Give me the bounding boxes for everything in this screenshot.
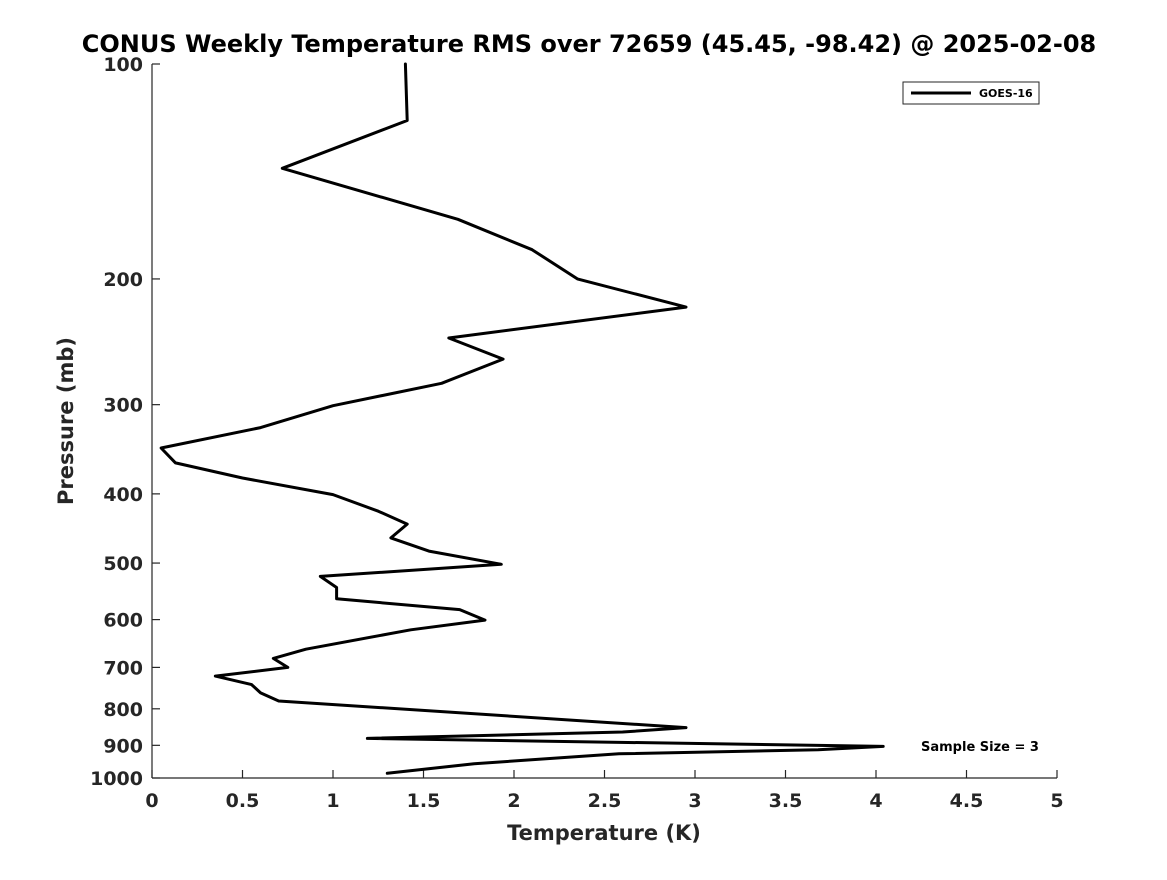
x-tick-label: 1.5 <box>407 790 441 812</box>
x-tick-label: 4 <box>869 790 882 812</box>
x-axis-ticks: 0 0.5 1 1.5 2 2.5 3 3.5 4 4.5 5 <box>145 770 1064 812</box>
y-tick-label: 900 <box>103 735 143 757</box>
y-tick-label: 700 <box>103 657 143 679</box>
sample-size-annotation: Sample Size = 3 <box>921 740 1039 755</box>
x-tick-label: 5 <box>1050 790 1063 812</box>
y-axis-label: Pressure (mb) <box>54 337 78 505</box>
y-axis-ticks: 100 200 300 400 500 600 700 800 900 1000 <box>90 54 160 790</box>
series-line-goes-16 <box>159 62 885 775</box>
chart-title: CONUS Weekly Temperature RMS over 72659 … <box>82 30 1096 58</box>
x-tick-label: 3 <box>688 790 701 812</box>
x-tick-label: 2.5 <box>588 790 622 812</box>
series-layer <box>159 62 885 775</box>
legend-label: GOES-16 <box>979 87 1033 100</box>
y-tick-label: 600 <box>103 610 143 632</box>
y-tick-label: 500 <box>103 553 143 575</box>
y-tick-label: 200 <box>103 269 143 291</box>
x-tick-label: 0.5 <box>226 790 260 812</box>
x-tick-label: 3.5 <box>769 790 803 812</box>
y-tick-label: 400 <box>103 484 143 506</box>
x-axis-label: Temperature (K) <box>507 821 701 845</box>
y-tick-label: 100 <box>103 54 143 76</box>
y-tick-label: 800 <box>103 699 143 721</box>
x-tick-label: 2 <box>507 790 520 812</box>
y-tick-label: 1000 <box>90 768 143 790</box>
y-tick-label: 300 <box>103 395 143 417</box>
x-tick-label: 0 <box>145 790 158 812</box>
x-tick-label: 4.5 <box>950 790 984 812</box>
legend: GOES-16 <box>902 81 1040 105</box>
x-tick-label: 1 <box>326 790 339 812</box>
